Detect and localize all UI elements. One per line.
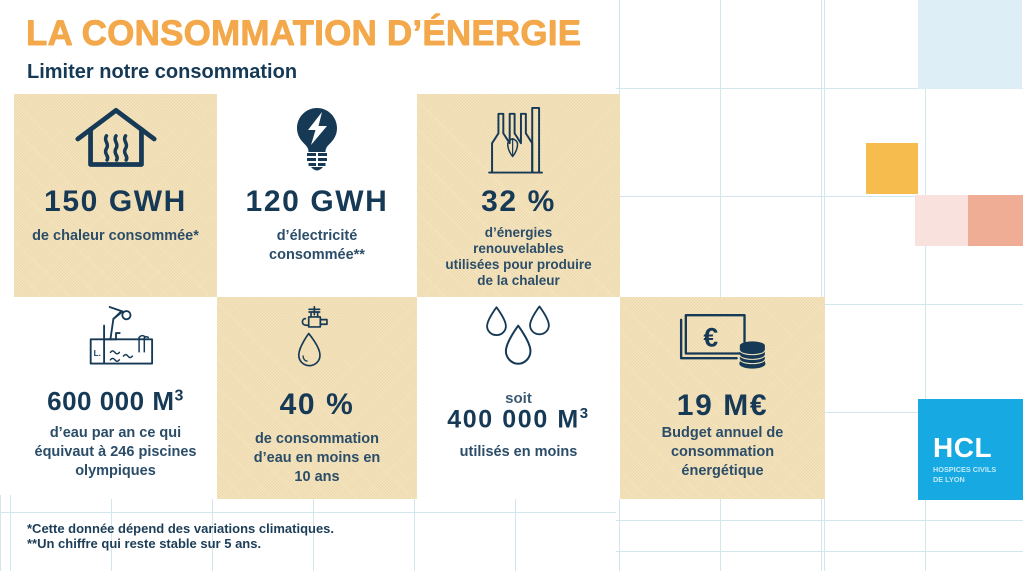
svg-text:€: € bbox=[703, 322, 718, 352]
svg-text:L.: L. bbox=[93, 349, 100, 358]
